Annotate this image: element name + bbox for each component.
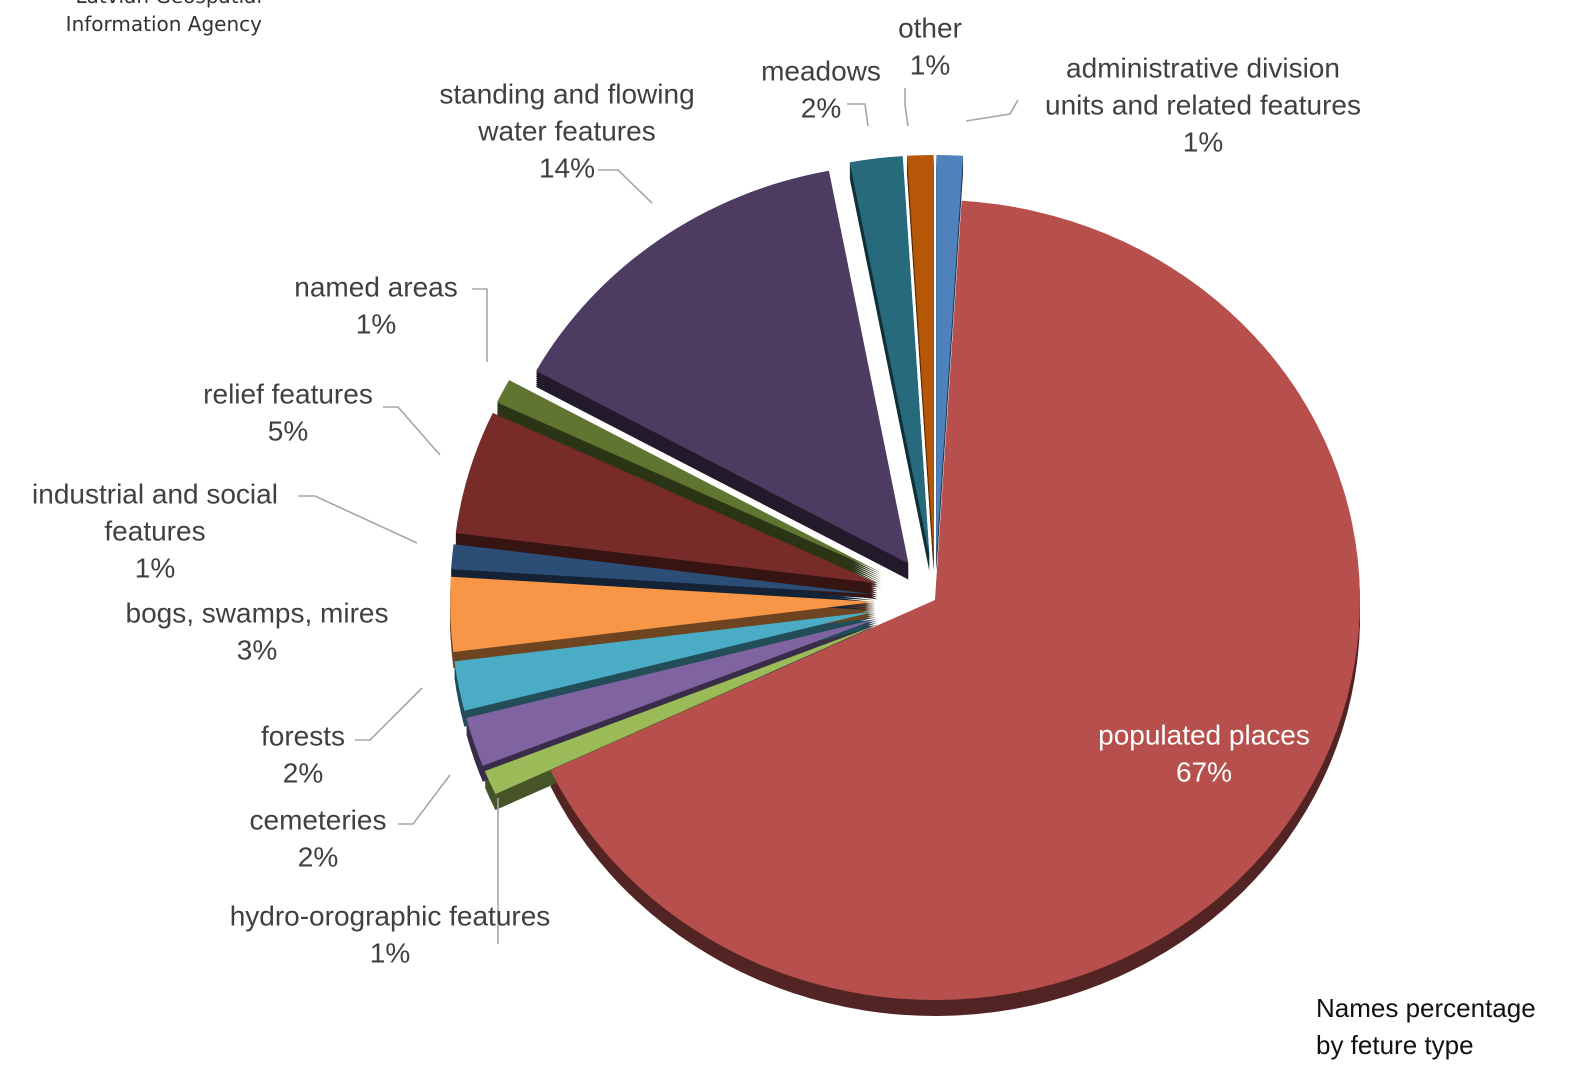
pie-slice <box>906 155 934 555</box>
pie-slice <box>450 576 875 652</box>
pie-slice <box>536 170 909 564</box>
pie-slice <box>497 380 882 573</box>
slice-value-label: 2% <box>298 841 338 872</box>
leader-line <box>298 495 418 544</box>
caption-line-1: Names percentage <box>1316 993 1536 1023</box>
slice-category-label: industrial and social <box>32 478 278 509</box>
pie-slice <box>550 200 1360 1001</box>
pie-slice <box>455 412 878 584</box>
logo-line-1: Latvian Geospatial <box>0 0 262 10</box>
pie-slice <box>466 618 878 766</box>
slice-category-label: bogs, swamps, mires <box>126 597 389 628</box>
pie-slice <box>454 611 877 711</box>
pie-slice <box>484 623 880 795</box>
agency-logo: Latvian Geospatial Information Agency <box>0 0 262 38</box>
slice-value-label: 1% <box>135 552 175 583</box>
slice-side <box>454 613 877 713</box>
pie-slice <box>451 544 876 595</box>
leader-line <box>398 774 451 825</box>
slice-value-label: 3% <box>237 634 277 665</box>
pie-slice <box>849 156 930 556</box>
leader-line <box>965 99 1019 122</box>
slice-side <box>454 615 877 715</box>
slice-value-label: 2% <box>801 92 841 123</box>
logo-line-2: Information Agency <box>65 12 262 36</box>
leader-line <box>383 406 441 456</box>
slice-category-label: relief features <box>203 378 373 409</box>
slice-category-label: other <box>898 12 962 43</box>
slice-category-label: named areas <box>294 271 457 302</box>
caption-line-2: by feture type <box>1316 1030 1474 1060</box>
slice-category-label: forests <box>261 720 345 751</box>
slice-side <box>454 619 877 719</box>
chart-caption: Names percentage by feture type <box>1316 990 1536 1064</box>
slice-value-label: 5% <box>268 415 308 446</box>
slice-category-label: features <box>104 515 205 546</box>
slice-value-label: 67% <box>1176 756 1232 787</box>
slice-value-label: 1% <box>370 937 410 968</box>
slice-category-label: water features <box>477 115 655 146</box>
leader-line <box>598 169 653 204</box>
slice-category-label: cemeteries <box>250 804 387 835</box>
slice-category-label: units and related features <box>1045 89 1361 120</box>
slice-value-label: 1% <box>356 308 396 339</box>
leader-line <box>355 687 423 741</box>
slice-value-label: 2% <box>283 757 323 788</box>
slice-category-label: populated places <box>1098 719 1310 750</box>
slice-value-label: 1% <box>910 49 950 80</box>
slice-category-label: standing and flowing <box>439 78 694 109</box>
slice-side <box>454 617 877 717</box>
slice-category-label: administrative division <box>1066 52 1340 83</box>
slice-category-label: hydro-orographic features <box>230 900 551 931</box>
pie-slice <box>936 155 964 555</box>
slice-value-label: 1% <box>1183 126 1223 157</box>
slice-category-label: meadows <box>761 55 881 86</box>
slice-value-label: 14% <box>539 152 595 183</box>
leader-line <box>847 103 869 127</box>
leader-line <box>472 288 488 362</box>
leader-line <box>904 88 909 127</box>
